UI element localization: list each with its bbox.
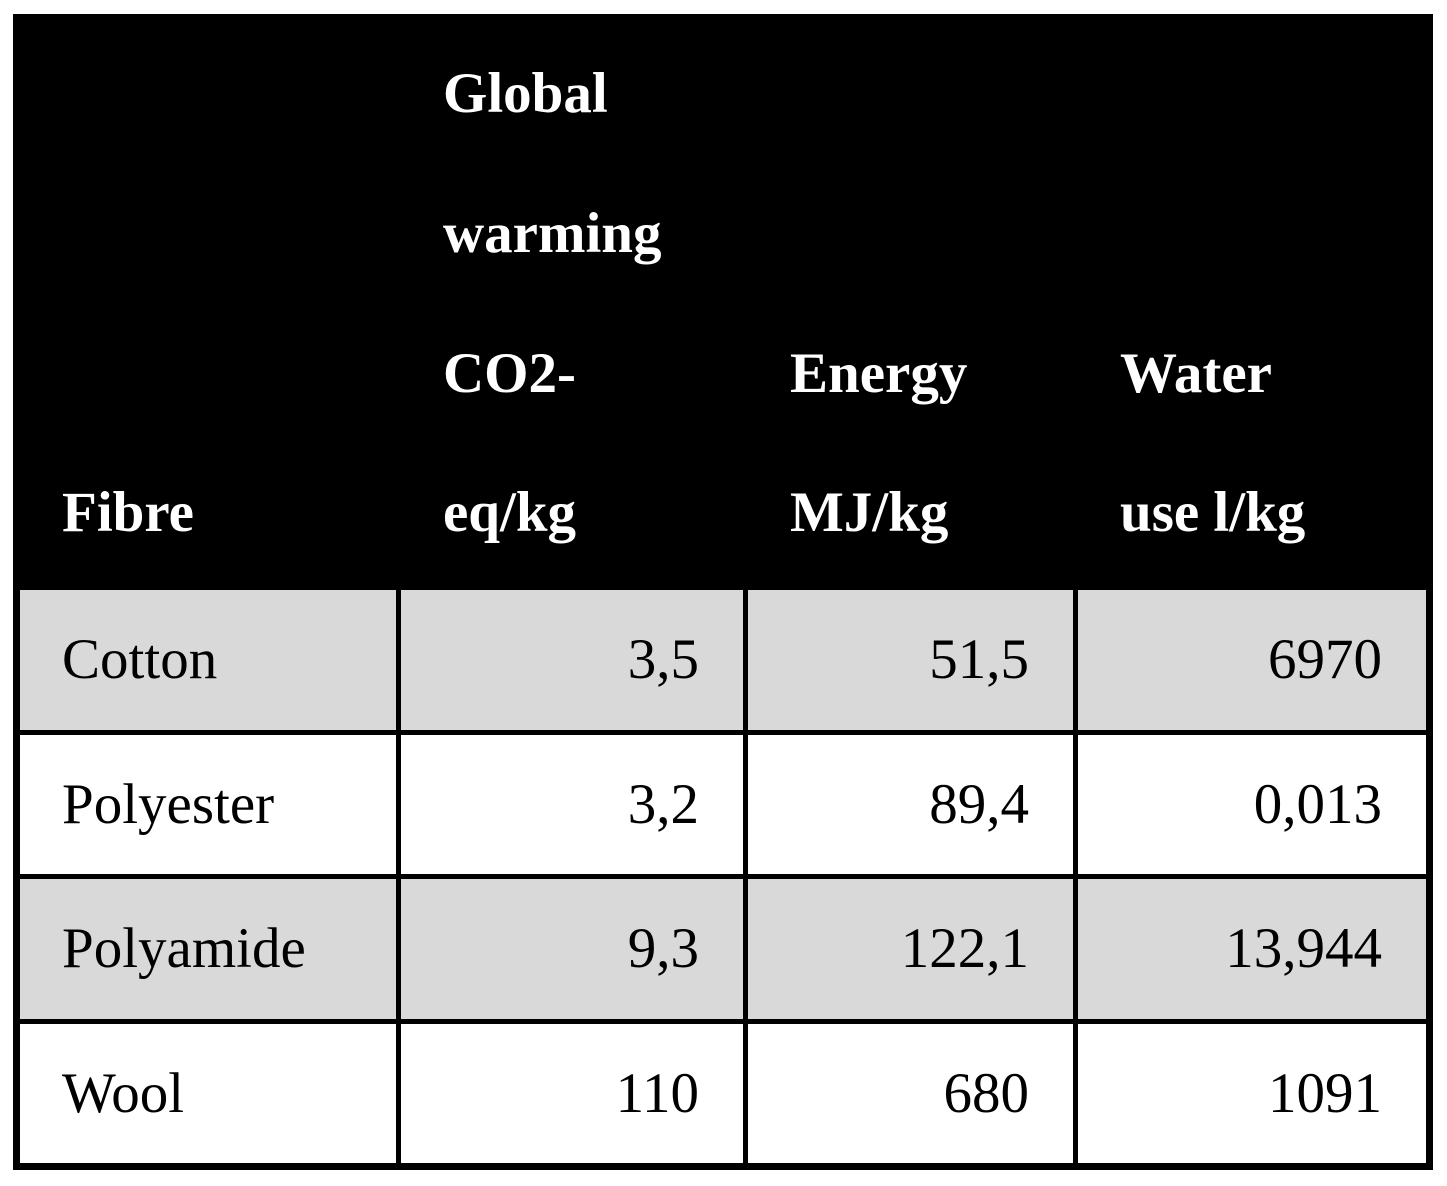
- wool-fibre-cell: Wool: [20, 1023, 396, 1163]
- cotton-energy-cell: 51,5: [748, 590, 1073, 730]
- header-label-water: Water use l/kg: [1120, 341, 1306, 545]
- fibre-impact-table: Fibre Global warming CO2- eq/kg Energy M…: [13, 14, 1433, 1170]
- header-cell-fibre: Fibre: [20, 21, 396, 585]
- polyester-energy-cell: 89,4: [748, 734, 1073, 874]
- polyester-co2-cell: 3,2: [401, 734, 743, 874]
- polyester-fibre-cell: Polyester: [20, 734, 396, 874]
- header-label-fibre: Fibre: [62, 481, 194, 545]
- polyamide-fibre-cell: Polyamide: [20, 879, 396, 1019]
- polyester-water-cell: 0,013: [1078, 734, 1426, 874]
- cotton-water-cell: 6970: [1078, 590, 1426, 730]
- header-cell-global-warming: Global warming CO2- eq/kg: [401, 21, 743, 585]
- wool-energy-cell: 680: [748, 1023, 1073, 1163]
- cotton-fibre-cell: Cotton: [20, 590, 396, 730]
- header-cell-energy: Energy MJ/kg: [748, 21, 1073, 585]
- polyamide-water-cell: 13,944: [1078, 879, 1426, 1019]
- polyamide-energy-cell: 122,1: [748, 879, 1073, 1019]
- cotton-co2-cell: 3,5: [401, 590, 743, 730]
- header-label-global-warming: Global warming CO2- eq/kg: [443, 62, 662, 545]
- wool-co2-cell: 110: [401, 1023, 743, 1163]
- polyamide-co2-cell: 9,3: [401, 879, 743, 1019]
- header-cell-water: Water use l/kg: [1078, 21, 1426, 585]
- wool-water-cell: 1091: [1078, 1023, 1426, 1163]
- header-label-energy: Energy MJ/kg: [790, 341, 968, 545]
